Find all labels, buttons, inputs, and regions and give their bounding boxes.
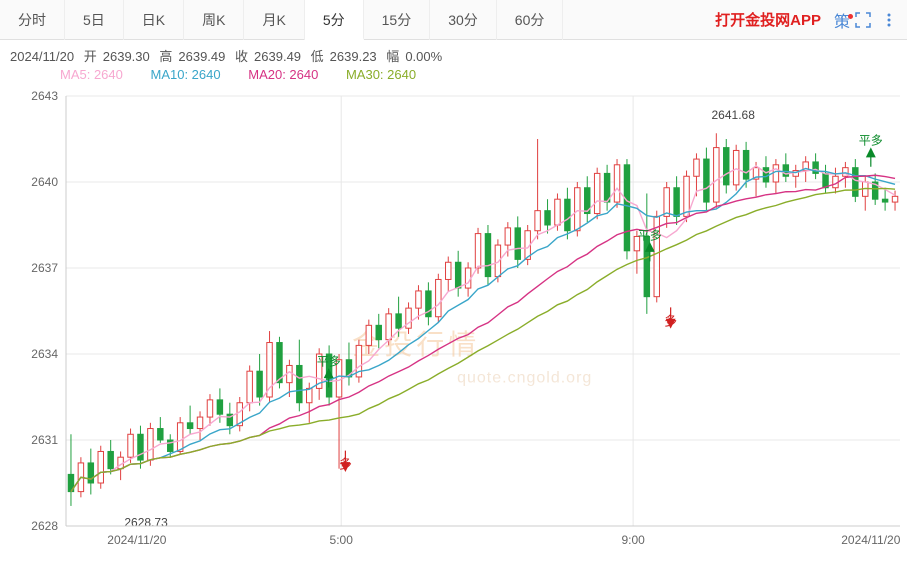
more-icon[interactable] (881, 12, 907, 28)
svg-text:2628.73: 2628.73 (124, 516, 168, 530)
svg-text:2643: 2643 (31, 89, 58, 103)
svg-text:平多: 平多 (859, 134, 883, 148)
info-close: 2639.49 (254, 49, 301, 64)
ma-legend: MA5: 2640 MA10: 2640 MA20: 2640 MA30: 26… (0, 67, 907, 86)
ma10-legend: MA10: 2640 (151, 67, 221, 82)
svg-text:2024/11/20: 2024/11/20 (841, 533, 900, 547)
svg-text:2024/11/20: 2024/11/20 (107, 533, 166, 547)
svg-text:2640: 2640 (31, 175, 58, 189)
info-high-label: 高 (159, 49, 172, 64)
info-high: 2639.49 (178, 49, 225, 64)
svg-text:2634: 2634 (31, 347, 58, 361)
info-low: 2639.23 (330, 49, 377, 64)
info-low-label: 低 (311, 49, 324, 64)
tab-5分[interactable]: 5分 (305, 0, 364, 40)
svg-text:平多: 平多 (317, 354, 341, 368)
interval-tabs: 分时5日日K周K月K5分15分30分60分 打开金投网APP策 (0, 0, 907, 40)
ohlc-info: 2024/11/20 开 2639.30 高 2639.49 收 2639.49 低2… (0, 40, 907, 67)
open-app-link[interactable]: 打开金投网APP (707, 9, 829, 30)
svg-text:2631: 2631 (31, 433, 58, 447)
svg-text:5:00: 5:00 (330, 533, 354, 547)
tab-30分[interactable]: 30分 (430, 0, 497, 40)
tab-5日[interactable]: 5日 (65, 0, 124, 40)
svg-text:2628: 2628 (31, 519, 58, 533)
svg-text:平多: 平多 (638, 228, 662, 242)
tab-日K[interactable]: 日K (124, 0, 184, 40)
info-close-label: 收 (235, 49, 248, 64)
info-open-label: 开 (84, 49, 97, 64)
svg-text:2637: 2637 (31, 261, 58, 275)
svg-text:quote.cngold.org: quote.cngold.org (457, 370, 592, 387)
info-open: 2639.30 (103, 49, 150, 64)
candlestick-chart[interactable]: 2628 2631 2634 2637 2640 2643 2024/11/20 5:00 9:… (0, 86, 907, 566)
info-change: 0.00% (405, 49, 442, 64)
ma5-legend: MA5: 2640 (60, 67, 123, 82)
tab-15分[interactable]: 15分 (364, 0, 431, 40)
svg-text:2641.68: 2641.68 (712, 108, 756, 122)
strategy-button[interactable]: 策 (829, 8, 855, 32)
fullscreen-icon[interactable] (855, 12, 881, 28)
svg-text:9:00: 9:00 (621, 533, 645, 547)
info-change-label: 幅 (386, 49, 399, 64)
ma30-legend: MA30: 2640 (346, 67, 416, 82)
tab-分时[interactable]: 分时 (0, 0, 65, 40)
tab-月K[interactable]: 月K (244, 0, 304, 40)
ma20-legend: MA20: 2640 (248, 67, 318, 82)
tab-周K[interactable]: 周K (184, 0, 244, 40)
info-date: 2024/11/20 (10, 49, 74, 64)
tab-60分[interactable]: 60分 (497, 0, 564, 40)
